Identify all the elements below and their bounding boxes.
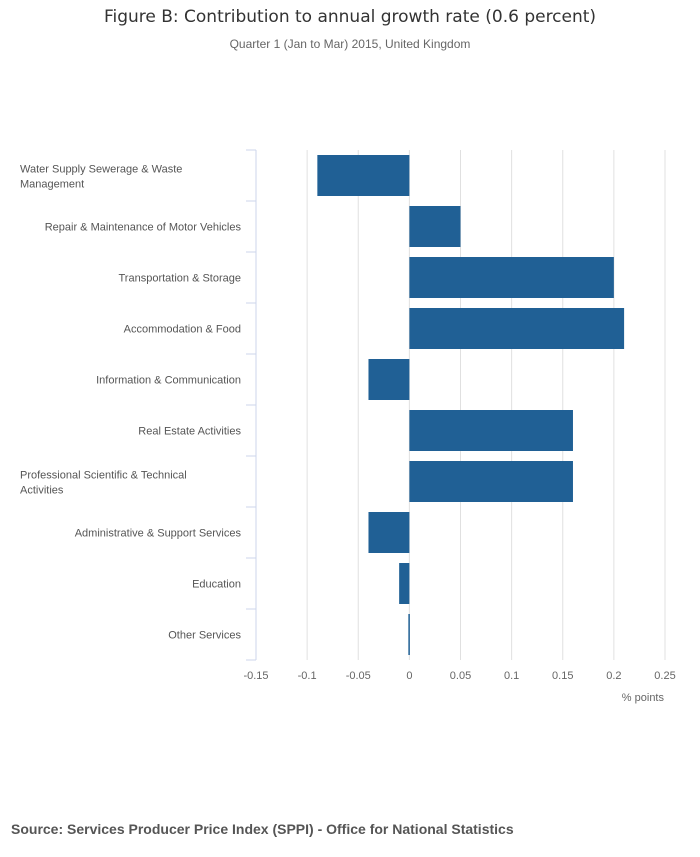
x-tick-label: 0.1 [504,670,519,682]
bar [409,461,573,502]
bar [409,308,625,349]
x-tick-label: -0.15 [243,670,268,682]
category-label: Management [20,179,84,191]
bar [399,563,410,604]
x-tick-label: -0.05 [346,670,371,682]
bar [368,512,410,553]
category-label: Repair & Maintenance of Motor Vehicles [45,222,242,234]
x-tick-label: 0.05 [450,670,471,682]
x-tick-label: -0.1 [298,670,317,682]
bar [368,359,410,400]
x-tick-label: 0.15 [552,670,573,682]
category-label: Real Estate Activities [138,426,241,438]
x-tick-label: 0.2 [606,670,621,682]
x-axis-title: % points [622,692,665,704]
x-tick-label: 0.25 [654,670,675,682]
category-label: Other Services [168,630,241,642]
category-label: Transportation & Storage [119,273,242,285]
category-label: Activities [20,485,64,497]
category-label: Information & Communication [96,375,241,387]
bar [409,257,614,298]
x-tick-label: 0 [406,670,412,682]
category-label: Education [192,579,241,591]
category-label: Accommodation & Food [124,324,241,336]
category-label: Professional Scientific & Technical [20,470,187,482]
category-label: Administrative & Support Services [75,528,242,540]
chart-subtitle: Quarter 1 (Jan to Mar) 2015, United King… [229,37,471,51]
chart-title: Figure B: Contribution to annual growth … [103,7,597,27]
bar [408,614,410,655]
bar [409,206,461,247]
bar [409,410,573,451]
bar [317,155,410,196]
category-label: Water Supply Sewerage & Waste [20,164,182,176]
source-note: Source: Services Producer Price Index (S… [11,821,514,837]
